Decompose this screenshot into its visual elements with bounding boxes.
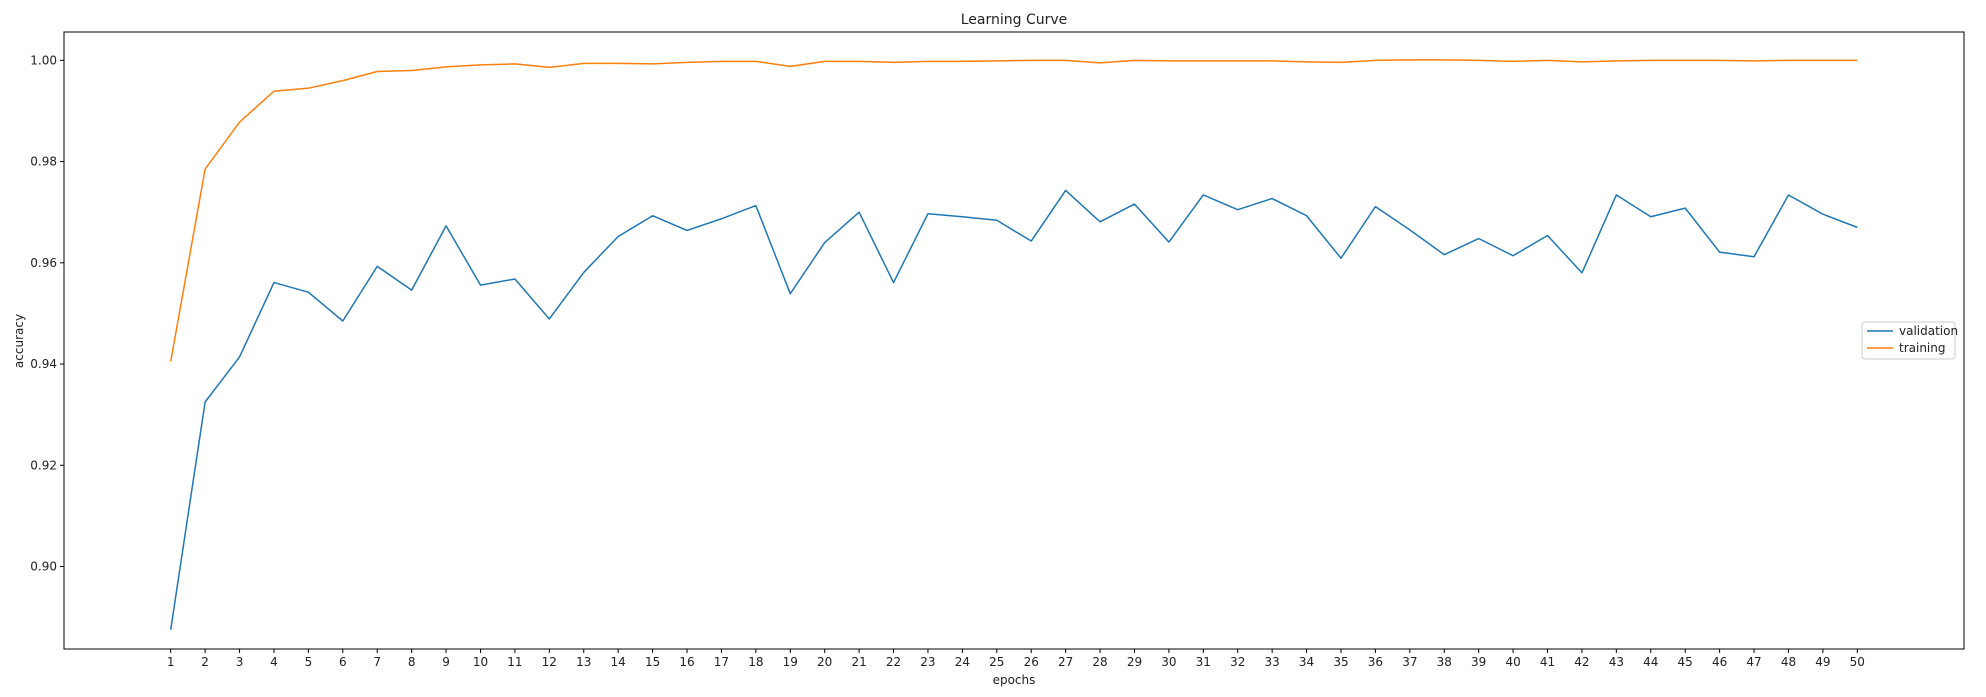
x-tick-label: 1 [167, 655, 175, 669]
x-tick-label: 3 [236, 655, 244, 669]
x-tick-label: 24 [955, 655, 970, 669]
x-tick-label: 18 [748, 655, 763, 669]
legend: validation training [1861, 321, 1958, 360]
x-tick-label: 19 [783, 655, 798, 669]
x-tick-label: 31 [1196, 655, 1211, 669]
x-tick-label: 14 [611, 655, 626, 669]
x-tick-label: 6 [339, 655, 347, 669]
x-tick-label: 44 [1643, 655, 1658, 669]
x-tick-label: 8 [408, 655, 416, 669]
x-tick-label: 40 [1505, 655, 1520, 669]
x-tick-label: 10 [473, 655, 488, 669]
x-tick-label: 50 [1850, 655, 1865, 669]
x-tick-label: 16 [679, 655, 694, 669]
x-tick-label: 25 [989, 655, 1004, 669]
x-tick-label: 47 [1746, 655, 1761, 669]
y-axis-label: accuracy [12, 314, 26, 368]
x-tick-label: 27 [1058, 655, 1073, 669]
x-tick-label: 9 [442, 655, 450, 669]
series-line-training [169, 59, 1858, 362]
x-tick-label: 21 [851, 655, 866, 669]
x-axis: 1 2 3 4 5 6 7 8 9 10 11 12 13 14 15 16 17 18 19 20 21 22 23 24 2… [167, 649, 1865, 669]
x-tick-label: 29 [1127, 655, 1142, 669]
x-tick-label: 42 [1574, 655, 1589, 669]
x-tick-label: 49 [1815, 655, 1830, 669]
x-tick-label: 28 [1092, 655, 1107, 669]
x-tick-label: 33 [1265, 655, 1280, 669]
x-tick-label: 45 [1678, 655, 1693, 669]
x-tick-label: 20 [817, 655, 832, 669]
x-tick-label: 36 [1368, 655, 1383, 669]
x-tick-label: 22 [886, 655, 901, 669]
x-tick-label: 37 [1402, 655, 1417, 669]
x-tick-label: 11 [507, 655, 522, 669]
x-tick-label: 34 [1299, 655, 1314, 669]
y-tick-label: 0.98 [30, 155, 57, 169]
y-tick-label: 1.00 [30, 53, 57, 67]
plot-area-frame [63, 31, 1965, 650]
x-axis-label: epochs [993, 673, 1036, 687]
x-tick-label: 12 [542, 655, 557, 669]
x-tick-label: 41 [1540, 655, 1555, 669]
legend-label-validation: validation [1899, 324, 1958, 338]
chart-title: Learning Curve [961, 12, 1068, 28]
x-tick-label: 32 [1230, 655, 1245, 669]
series-lines [169, 59, 1858, 630]
x-tick-label: 43 [1609, 655, 1624, 669]
x-tick-label: 46 [1712, 655, 1727, 669]
x-tick-label: 4 [270, 655, 278, 669]
y-tick-label: 0.96 [30, 256, 57, 270]
y-axis: 0.90 0.92 0.94 0.96 0.98 1.00 [30, 53, 64, 573]
y-tick-label: 0.90 [30, 559, 57, 573]
x-tick-label: 2 [201, 655, 209, 669]
x-tick-label: 15 [645, 655, 660, 669]
x-tick-label: 13 [576, 655, 591, 669]
x-tick-label: 48 [1781, 655, 1796, 669]
x-tick-label: 38 [1437, 655, 1452, 669]
x-tick-label: 7 [373, 655, 381, 669]
y-tick-label: 0.94 [30, 357, 57, 371]
x-tick-label: 5 [305, 655, 313, 669]
y-tick-label: 0.92 [30, 458, 57, 472]
x-tick-label: 35 [1333, 655, 1348, 669]
x-tick-label: 23 [920, 655, 935, 669]
x-tick-label: 17 [714, 655, 729, 669]
x-tick-label: 39 [1471, 655, 1486, 669]
legend-label-training: training [1899, 341, 1946, 355]
x-tick-label: 26 [1024, 655, 1039, 669]
x-tick-label: 30 [1161, 655, 1176, 669]
series-line-validation [169, 189, 1858, 630]
